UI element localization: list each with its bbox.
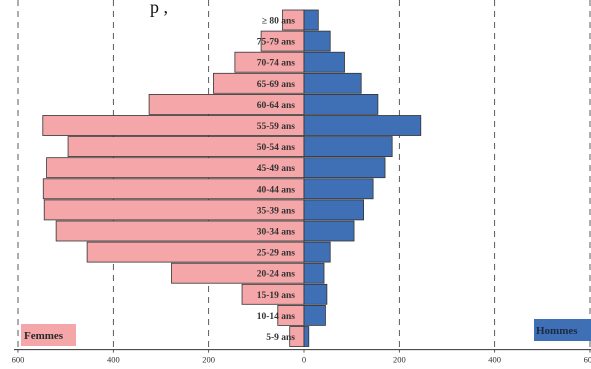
x-axis: 600 400 200 0 200 400 600 — [12, 349, 591, 365]
x-tick-label: 600 — [584, 355, 591, 365]
legend-femmes-swatch — [21, 324, 76, 346]
age-group-label: 60-64 ans — [257, 101, 296, 111]
x-tick-label: 600 — [12, 355, 25, 365]
x-tick-label: 0 — [302, 355, 306, 365]
x-tick-label: 200 — [202, 355, 215, 365]
hommes-bar — [303, 9, 319, 31]
age-group-label: ≥ 80 ans — [262, 17, 295, 27]
age-group-label: 5-9 ans — [266, 333, 295, 343]
hommes-bar — [303, 136, 393, 158]
hommes-bar — [303, 326, 310, 347]
age-group-label: 40-44 ans — [257, 185, 296, 195]
hommes-bar — [303, 178, 374, 200]
age-group-label: 45-49 ans — [257, 164, 296, 174]
age-group-label: 25-29 ans — [257, 249, 296, 259]
hommes-bar — [303, 220, 355, 242]
age-group-label: 30-34 ans — [257, 228, 296, 238]
age-group-label: 65-69 ans — [257, 80, 296, 90]
hommes-bar — [303, 30, 331, 52]
age-group-label: 10-14 ans — [257, 312, 296, 322]
x-tick-label: 200 — [393, 355, 406, 365]
hommes-bar — [303, 157, 386, 179]
age-labels-group: ≥ 80 ans 75-79 ans 70-74 ans 65-69 ans 60-64… — [257, 17, 296, 344]
grid-lines — [17, 0, 591, 350]
age-group-label: 75-79 ans — [257, 38, 296, 48]
legend: Femmes Hommes — [21, 319, 591, 346]
hommes-bar — [303, 262, 325, 284]
age-group-label: 20-24 ans — [257, 270, 296, 280]
hommes-bar — [303, 72, 362, 94]
legend-femmes-label: Femmes — [24, 330, 64, 342]
hommes-bar — [303, 51, 345, 73]
legend-hommes-swatch — [534, 319, 591, 341]
hommes-bar — [303, 115, 422, 136]
chart-title-fragment: p , — [150, 0, 168, 17]
age-group-label: 50-54 ans — [257, 143, 296, 153]
bars-group — [42, 9, 422, 347]
hommes-bar — [303, 94, 379, 115]
age-group-label: 35-39 ans — [257, 206, 296, 216]
hommes-bar — [303, 199, 364, 221]
x-tick-label: 400 — [488, 355, 501, 365]
x-tick-label: 400 — [107, 355, 120, 365]
hommes-bar — [303, 283, 328, 305]
age-group-label: 55-59 ans — [257, 122, 296, 132]
legend-hommes-label: Hommes — [536, 325, 578, 337]
hommes-bar — [303, 304, 326, 326]
hommes-bar — [303, 241, 331, 263]
age-group-label: 15-19 ans — [257, 291, 296, 301]
age-group-label: 70-74 ans — [257, 59, 296, 69]
